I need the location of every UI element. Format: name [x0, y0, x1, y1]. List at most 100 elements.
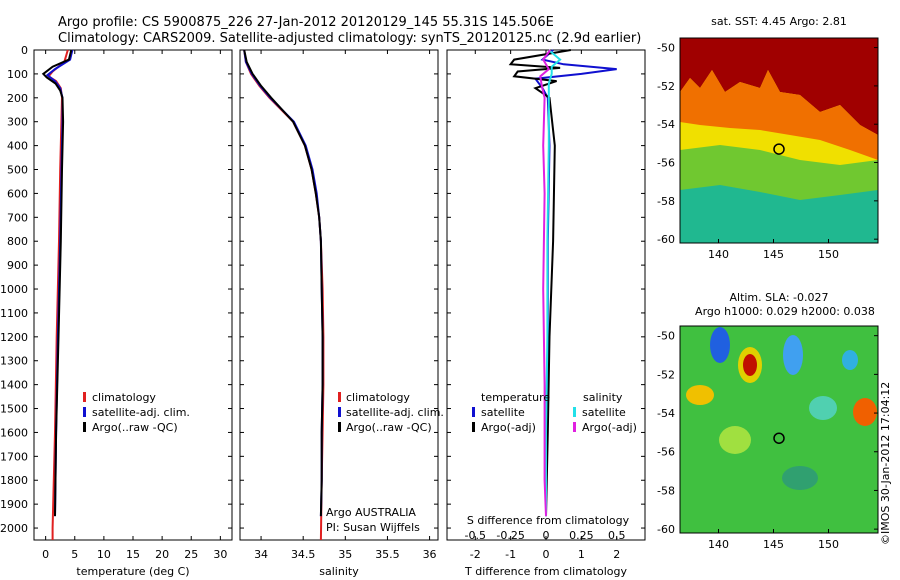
sst-heatmap: [680, 38, 878, 243]
x-tick-label: 34.5: [291, 548, 316, 561]
map-y-tick-label: -56: [657, 446, 675, 459]
depth-tick-label: 1800: [0, 474, 28, 487]
series-line-salinity-satellite: [545, 49, 562, 517]
legend-label-satellite: satellite-adj. clim.: [346, 406, 444, 419]
map-y-tick-label: -58: [657, 484, 675, 497]
legend-swatch-temp-satellite: [472, 407, 475, 417]
sla-high-3: [853, 398, 877, 426]
depth-tick-label: 900: [7, 259, 28, 272]
series-line-argo-raw-qc-: [243, 49, 324, 517]
map-y-tick-label: -58: [657, 195, 675, 208]
x-tick-label: 20: [155, 548, 169, 561]
map-y-tick-label: -54: [657, 407, 675, 420]
sst-map-title: sat. SST: 4.45 Argo: 2.81: [711, 15, 847, 28]
x-tick-label: 0: [543, 548, 550, 561]
temperature-xlabel: temperature (deg C): [76, 565, 189, 578]
map-y-tick-label: -52: [657, 80, 675, 93]
salinity-xlabel: salinity: [319, 565, 359, 578]
argo-pi-label: PI: Susan Wijffels: [326, 521, 420, 534]
depth-tick-label: 1700: [0, 450, 28, 463]
depth-tick-label: 1200: [0, 331, 28, 344]
map-x-tick-label: 140: [708, 538, 729, 551]
depth-tick-label: 1900: [0, 498, 28, 511]
sla-high-1-core: [743, 354, 757, 376]
sla-map-title: Altim. SLA: -0.027: [729, 291, 828, 304]
map-x-tick-label: 150: [818, 248, 839, 261]
legend-label-temp-argo: Argo(-adj): [481, 421, 536, 434]
map-x-tick-label: 150: [818, 538, 839, 551]
figure-title-line1: Argo profile: CS 5900875_226 27-Jan-2012…: [58, 15, 554, 30]
figure-title-line2: Climatology: CARS2009. Satellite-adjuste…: [58, 31, 641, 46]
depth-tick-label: 400: [7, 140, 28, 153]
depth-tick-label: 100: [7, 68, 28, 81]
difference-ticks: -2 -1 0 1 2 -0.5 -0.25 0 0.25 0.5: [465, 50, 626, 561]
map-y-tick-label: -50: [657, 42, 675, 55]
legend-label-sal-satellite: satellite: [582, 406, 626, 419]
salinity-ticks: 34 34.5 35 35.5 36: [254, 50, 437, 561]
sst-orange-band: [680, 70, 878, 160]
map-y-tick-label: -54: [657, 118, 675, 131]
salinity-axes: [239, 49, 439, 541]
sla-map-ticks: 140 145 150 -50 -52 -54 -56 -58 -60: [657, 330, 878, 551]
difference-series-lines: [508, 49, 617, 517]
depth-tick-label: 200: [7, 92, 28, 105]
sst-map-ticks: 140 145 150 -50 -52 -54 -56 -58 -60: [657, 42, 878, 261]
legend-label-argo: Argo(..raw -QC): [346, 421, 432, 434]
x-tick-label: 15: [126, 548, 140, 561]
x-tick-label: 2: [613, 548, 620, 561]
x-tick-label: -2: [470, 548, 481, 561]
depth-tick-label: 1500: [0, 403, 28, 416]
x-tick-label: 1: [578, 548, 585, 561]
depth-tick-label: 300: [7, 116, 28, 129]
map-y-tick-label: -60: [657, 523, 675, 536]
salinity-series-lines: [243, 49, 325, 541]
sla-low-1: [710, 327, 730, 363]
depth-tick-label: 2000: [0, 522, 28, 535]
map-y-tick-label: -56: [657, 157, 675, 170]
sla-low-2: [783, 335, 803, 375]
map-x-tick-label: 145: [763, 538, 784, 551]
sla-mid-2: [719, 426, 751, 454]
legend-swatch-climatology: [83, 392, 86, 402]
s-diff-tick-label: 0.5: [608, 529, 626, 542]
x-tick-label: 36: [423, 548, 437, 561]
depth-tick-label: 1000: [0, 283, 28, 296]
x-tick-label: 30: [213, 548, 227, 561]
legend-swatch-argo: [83, 422, 86, 432]
depth-tick-labels: 0 100 200 300 400 500 600 700 800 900 1000 1100 1200…: [0, 44, 645, 535]
depth-tick-label: 500: [7, 164, 28, 177]
s-diff-tick-label: -0.25: [496, 529, 524, 542]
x-tick-label: 35.5: [375, 548, 400, 561]
depth-tick-label: 1600: [0, 426, 28, 439]
legend-label-climatology: climatology: [92, 391, 156, 404]
map-x-tick-label: 140: [708, 248, 729, 261]
sla-mid-1: [809, 396, 837, 420]
legend-title-temperature: temperature: [481, 391, 550, 404]
s-diff-tick-label: 0: [543, 529, 550, 542]
depth-tick-label: 800: [7, 235, 28, 248]
x-tick-label: 10: [97, 548, 111, 561]
depth-tick-label: 1300: [0, 355, 28, 368]
legend-swatch-argo: [338, 422, 341, 432]
x-tick-label: 0: [42, 548, 49, 561]
legend-label-temp-satellite: satellite: [481, 406, 525, 419]
depth-tick-label: 600: [7, 187, 28, 200]
series-line-satellite-adj-clim-: [243, 49, 324, 517]
sla-argo-position-marker: [773, 432, 785, 444]
legend-swatch-satellite: [83, 407, 86, 417]
series-line-climatology: [243, 49, 325, 541]
legend-label-climatology: climatology: [346, 391, 410, 404]
x-tick-label: 5: [71, 548, 78, 561]
temperature-series-lines: [41, 49, 74, 540]
depth-tick-label: 0: [21, 44, 28, 57]
series-line-argo-raw-qc-: [41, 49, 73, 517]
map-y-tick-label: -60: [657, 233, 675, 246]
sst-warm-region: [680, 38, 878, 135]
legend-swatch-sal-satellite: [573, 407, 576, 417]
sla-mid-3: [782, 466, 818, 490]
sla-low-3: [842, 350, 858, 370]
sst-argo-position-marker: [773, 143, 785, 155]
temperature-ticks: 0 5 10 15 20 25 30: [42, 50, 227, 561]
